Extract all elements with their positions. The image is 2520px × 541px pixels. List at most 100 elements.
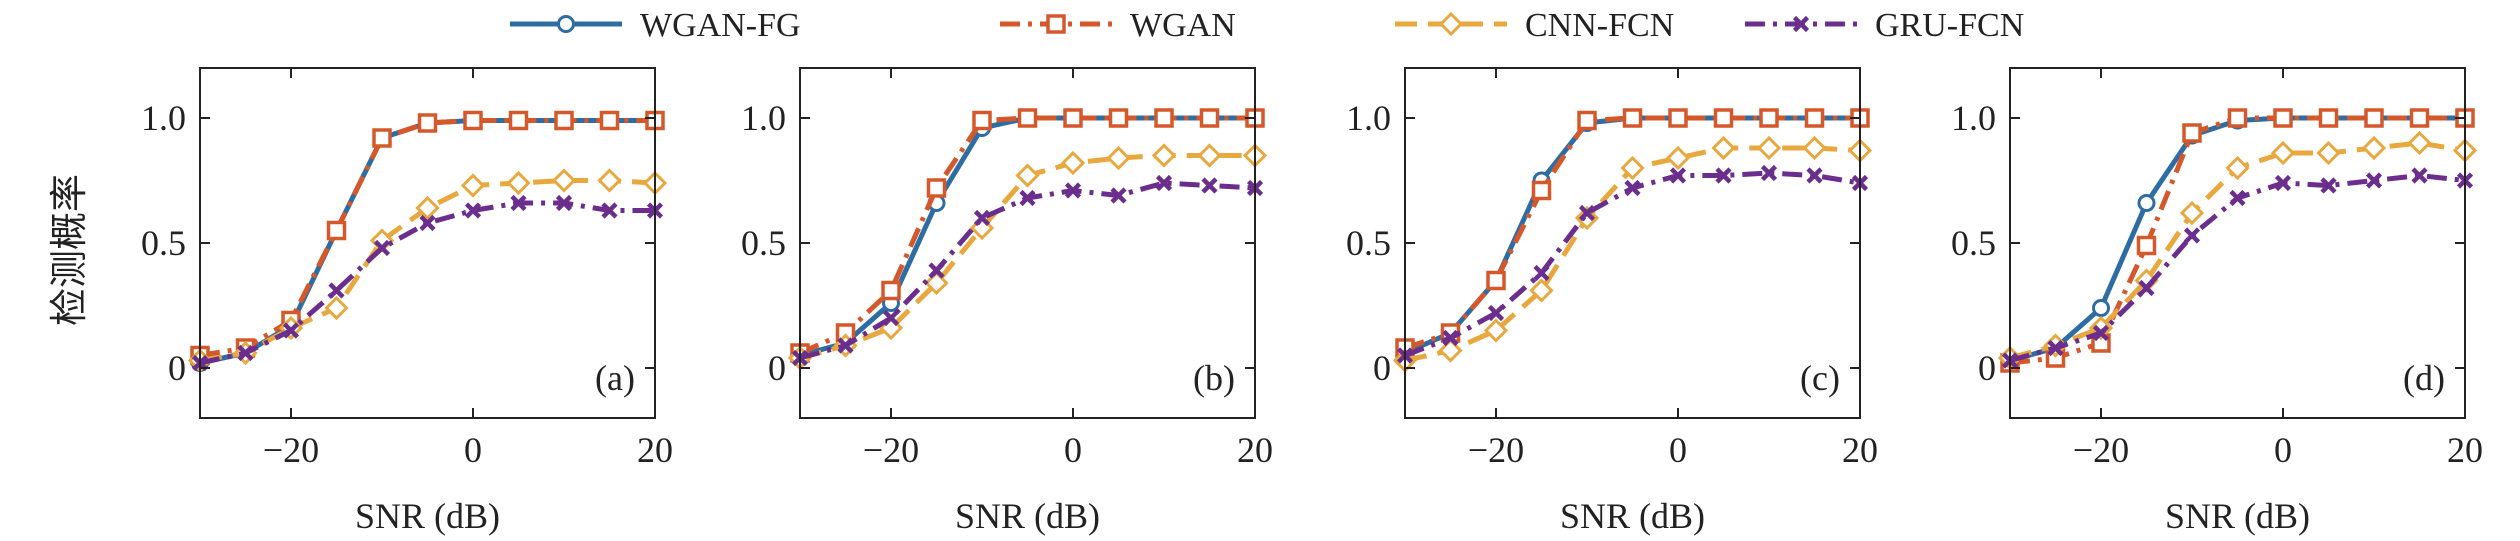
y-tick-label: 1.0 bbox=[741, 98, 786, 138]
data-point-wgan bbox=[1622, 108, 1643, 128]
data-point-gru-fcn bbox=[973, 209, 991, 227]
data-point-gru-fcn bbox=[1760, 164, 1778, 182]
series-wgan bbox=[2000, 108, 2475, 373]
data-point-cnn-fcn bbox=[1711, 135, 1736, 161]
data-point-wgan bbox=[1063, 108, 1083, 128]
panels: −20 0 20 0 0.5 1.0 SNR (dB) (a) −20 0 20 0 0.5 1.0 SNR… bbox=[141, 67, 2483, 536]
y-tick-label: 1.0 bbox=[1346, 98, 1391, 138]
data-point-wgan bbox=[1154, 108, 1174, 128]
data-point-wgan bbox=[1759, 108, 1779, 128]
x-tick-label: −20 bbox=[863, 430, 919, 470]
legend: WGAN-FG WGAN CNN-FCN GRU-FCN bbox=[510, 7, 2024, 44]
data-point-wgan bbox=[2273, 108, 2293, 128]
data-point-gru-fcn bbox=[1806, 167, 1823, 184]
data-point-wgan bbox=[2318, 108, 2339, 128]
data-point-cnn-fcn bbox=[1665, 145, 1691, 171]
x-tick-label: 20 bbox=[1237, 430, 1273, 470]
data-point-wgan bbox=[326, 220, 347, 241]
panel-label: (c) bbox=[1800, 358, 1840, 398]
x-tick-label: 20 bbox=[637, 430, 673, 470]
data-point-wgan bbox=[417, 113, 438, 133]
data-point-cnn-fcn bbox=[1060, 150, 1086, 176]
data-point-wgan bbox=[972, 110, 992, 131]
legend-item-cnn-fcn: CNN-FCN bbox=[1395, 7, 1674, 44]
series-line-wgan-fg bbox=[1403, 115, 1860, 356]
data-point-wgan bbox=[554, 110, 574, 131]
x-axis-title: SNR (dB) bbox=[2165, 496, 2310, 536]
legend-marker-cnn-fcn bbox=[1438, 11, 1464, 37]
data-point-gru-fcn bbox=[1624, 179, 1641, 197]
data-point-cnn-fcn bbox=[415, 195, 440, 221]
data-point-gru-fcn bbox=[1064, 182, 1082, 199]
data-point-wgan bbox=[1531, 180, 1552, 201]
series-line-gru-fcn bbox=[1404, 170, 1861, 358]
data-point-cnn-fcn bbox=[506, 170, 531, 196]
data-point-gru-fcn bbox=[2320, 177, 2337, 194]
data-point-cnn-fcn bbox=[1529, 278, 1554, 303]
data-point-wgan bbox=[1017, 108, 1038, 128]
legend-item-wgan-fg: WGAN-FG bbox=[510, 7, 801, 44]
series-line-wgan bbox=[199, 118, 655, 358]
data-point-wgan bbox=[1668, 108, 1688, 128]
data-point-gru-fcn bbox=[2183, 227, 2201, 244]
data-point-wgan bbox=[1577, 110, 1597, 131]
series-line-wgan-fg bbox=[2009, 115, 2465, 363]
legend-item-gru-fcn: GRU-FCN bbox=[1745, 7, 2024, 44]
panel-label: (b) bbox=[1193, 358, 1235, 398]
series-line-gru-fcn bbox=[2009, 173, 2466, 363]
y-tick-label: 0.5 bbox=[741, 223, 786, 263]
data-point-gru-fcn bbox=[1019, 189, 1036, 207]
data-point-gru-fcn bbox=[1715, 167, 1732, 184]
data-point-gru-fcn bbox=[882, 309, 900, 327]
series-wgan bbox=[1395, 108, 1870, 358]
data-point-wgan bbox=[1713, 108, 1734, 128]
series-line-gru-fcn bbox=[199, 200, 655, 366]
series-gru-fcn bbox=[1396, 164, 1869, 364]
data-point-cnn-fcn bbox=[1756, 135, 1782, 161]
data-point-cnn-fcn bbox=[460, 173, 486, 198]
legend-item-wgan: WGAN bbox=[1000, 7, 1236, 44]
x-tick-label: 0 bbox=[2274, 430, 2292, 470]
data-point-gru-fcn bbox=[2274, 174, 2292, 192]
panel-a: −20 0 20 0 0.5 1.0 SNR (dB) (a) bbox=[141, 67, 673, 536]
data-point-wgan bbox=[1199, 108, 1220, 128]
data-point-gru-fcn bbox=[2411, 167, 2428, 184]
data-point-gru-fcn bbox=[1155, 174, 1173, 192]
data-point-cnn-fcn bbox=[2316, 140, 2341, 166]
data-point-wgan bbox=[881, 280, 901, 301]
y-axis-title: 检测概率 bbox=[49, 174, 91, 326]
data-point-gru-fcn bbox=[1487, 304, 1505, 322]
panel-label: (d) bbox=[2403, 358, 2445, 398]
y-tick-label: 0 bbox=[168, 348, 186, 388]
series-cnn-fcn bbox=[787, 143, 1268, 371]
data-point-gru-fcn bbox=[328, 282, 345, 299]
series-wgan-fg bbox=[191, 111, 664, 372]
data-point-cnn-fcn bbox=[551, 168, 577, 193]
y-tick-label: 1.0 bbox=[1951, 98, 1996, 138]
data-point-cnn-fcn bbox=[2270, 140, 2296, 166]
series-line-wgan bbox=[1404, 115, 1860, 351]
data-point-gru-fcn bbox=[2047, 339, 2064, 357]
data-point-gru-fcn bbox=[1533, 264, 1550, 282]
panel-c: −20 0 20 0 0.5 1.0 SNR (dB) (c) bbox=[1346, 67, 1878, 536]
data-point-cnn-fcn bbox=[597, 168, 622, 193]
data-point-gru-fcn bbox=[510, 194, 527, 212]
data-point-wgan bbox=[2182, 123, 2202, 143]
data-point-gru-fcn bbox=[1442, 329, 1459, 347]
x-axis-title: SNR (dB) bbox=[955, 496, 1100, 536]
data-point-wgan bbox=[599, 110, 620, 131]
legend-label-gru-fcn: GRU-FCN bbox=[1875, 7, 2024, 44]
y-tick-label: 0 bbox=[768, 348, 786, 388]
data-point-gru-fcn bbox=[419, 214, 436, 232]
data-point-cnn-fcn bbox=[1620, 155, 1645, 181]
data-point-cnn-fcn bbox=[2179, 200, 2205, 226]
data-point-cnn-fcn bbox=[1802, 135, 1827, 161]
data-point-cnn-fcn bbox=[1151, 143, 1177, 168]
data-point-cnn-fcn bbox=[2225, 155, 2250, 181]
x-tick-label: 0 bbox=[1669, 430, 1687, 470]
data-point-wgan bbox=[1804, 108, 1825, 128]
data-point-gru-fcn bbox=[555, 194, 573, 212]
data-point-gru-fcn bbox=[928, 262, 945, 279]
x-tick-label: 0 bbox=[1064, 430, 1082, 470]
